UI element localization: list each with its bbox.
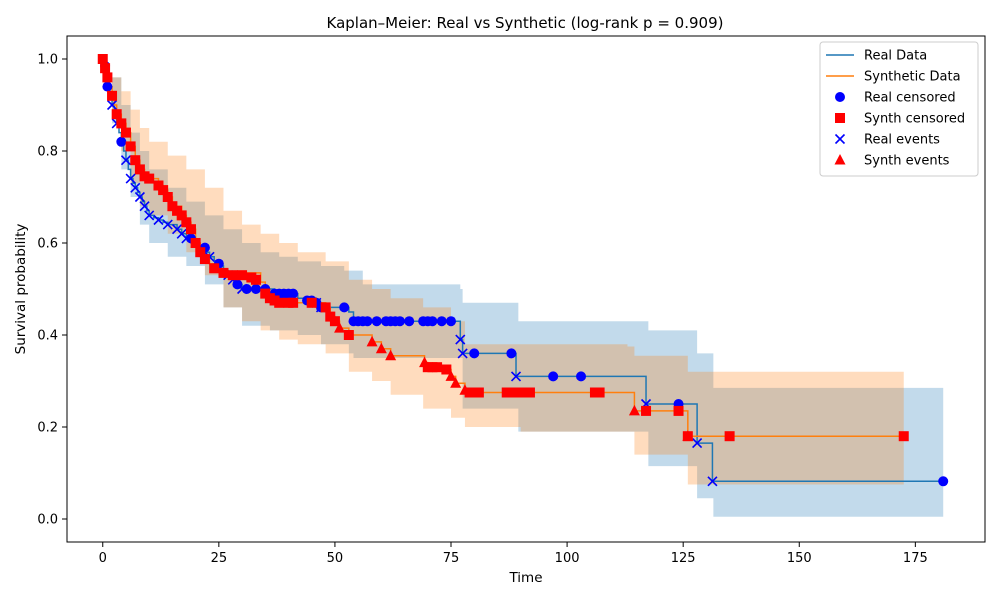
synth-censored-point-26 [237,270,247,280]
synth-censored-point-55 [641,406,651,416]
synth-censored-point-0 [98,54,108,64]
chart-title: Kaplan–Meier: Real vs Synthetic (log-ran… [327,14,724,32]
synth-censored-point-4 [112,109,122,119]
x-tick-label-2: 50 [327,551,344,566]
y-tick-label-4: 0.8 [37,145,58,160]
real-censored-point-34 [446,316,456,326]
synth-censored-point-56 [674,406,684,416]
y-tick-label-0: 0.0 [37,513,58,528]
synth-censored-point-20 [191,238,201,248]
y-tick-label-1: 0.2 [37,421,58,436]
legend-label-1: Synthetic Data [864,70,961,85]
synth-censored-point-59 [899,431,909,441]
synth-censored-point-24 [218,268,228,278]
y-axis-label: Survival probability [13,224,29,355]
synth-censored-point-23 [209,263,219,273]
real-censored-point-23 [362,316,372,326]
x-axis-label: Time [508,570,542,586]
real-censored-point-1 [102,82,112,92]
real-censored-point-29 [404,316,414,326]
real-censored-point-7 [242,284,252,294]
synth-censored-point-36 [321,302,331,312]
synth-censored-point-19 [186,224,196,234]
synth-censored-point-42 [432,362,442,372]
synth-censored-point-3 [107,91,117,101]
synth-censored-point-5 [116,118,126,128]
y-tick-label-2: 0.4 [37,329,58,344]
synth-censored-point-54 [595,388,605,398]
synth-censored-point-1 [100,63,110,73]
y-tick-label-3: 0.6 [37,237,58,252]
y-tick-label-5: 1.0 [37,53,58,68]
real-censored-point-24 [372,316,382,326]
synth-censored-point-35 [307,298,317,308]
legend-swatch-3 [835,113,845,123]
synth-censored-point-46 [474,388,484,398]
real-censored-point-36 [506,348,516,358]
x-tick-label-6: 150 [787,551,812,566]
x-tick-label-7: 175 [903,551,928,566]
real-censored-point-35 [469,348,479,358]
real-censored-point-40 [938,476,948,486]
synth-censored-point-58 [725,431,735,441]
legend-label-0: Real Data [864,49,927,64]
synth-censored-point-6 [121,128,131,138]
real-censored-point-37 [548,371,558,381]
legend-swatch-2 [835,92,845,102]
legend-label-4: Real events [864,133,940,148]
real-censored-point-28 [395,316,405,326]
synth-censored-point-34 [288,298,298,308]
synth-censored-point-39 [344,330,354,340]
synth-censored-point-2 [102,72,112,82]
x-tick-label-1: 25 [211,551,228,566]
legend-label-3: Synth censored [864,112,965,127]
real-censored-point-8 [251,284,261,294]
x-tick-label-0: 0 [99,551,107,566]
legend-label-5: Synth events [864,154,950,169]
x-tick-label-4: 100 [555,551,580,566]
synth-censored-point-7 [126,141,136,151]
x-tick-label-3: 75 [443,551,460,566]
real-censored-point-2 [116,137,126,147]
synth-censored-point-32 [274,298,284,308]
synth-censored-point-25 [228,270,238,280]
real-censored-point-38 [576,371,586,381]
synth-censored-point-22 [200,254,210,264]
real-censored-point-33 [437,316,447,326]
synth-censored-point-28 [251,275,261,285]
x-tick-label-5: 125 [671,551,696,566]
legend: Real Data Synthetic Data Real censored Synt… [820,42,978,176]
synth-censored-point-8 [130,155,140,165]
real-censored-point-19 [339,302,349,312]
synth-censored-point-14 [163,192,173,202]
legend-label-2: Real censored [864,91,956,106]
synth-censored-point-11 [144,174,154,184]
real-censored-point-32 [427,316,437,326]
real-censored-point-14 [288,289,298,299]
synth-censored-point-52 [525,388,535,398]
